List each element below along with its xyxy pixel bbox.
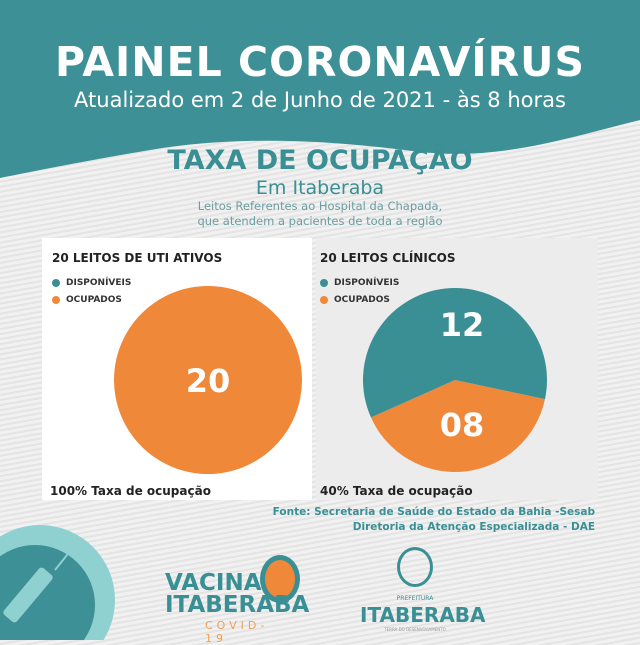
- chart-title: 20 LEITOS DE UTI ATIVOS: [52, 251, 223, 265]
- source-line-2: Diretoria da Atenção Especializada - DAE: [352, 521, 595, 533]
- note-line-2: que atendem a pacientes de toda a região: [197, 214, 443, 228]
- legend-item: DISPONÍVEIS: [320, 278, 399, 288]
- legend-swatch: [52, 296, 60, 304]
- clinicos-panel: 20 LEITOS CLÍNICOS DISPONÍVEIS OCUPADOS …: [316, 238, 598, 500]
- data-label: 12: [440, 306, 485, 344]
- legend-swatch: [320, 296, 328, 304]
- chart-title: 20 LEITOS CLÍNICOS: [320, 251, 456, 265]
- source-line-1: Fonte: Secretaria de Saúde do Estado da …: [272, 506, 595, 518]
- logo-text: COVID-19: [205, 619, 269, 645]
- logo-text: ITABERABA: [165, 592, 310, 618]
- legend-item: OCUPADOS: [320, 295, 390, 305]
- logo-text: TERRA DO DESENVOLVIMENTO: [384, 627, 446, 632]
- logo-badge: [260, 555, 300, 603]
- note-line-1: Leitos Referentes ao Hospital da Chapada…: [197, 199, 443, 213]
- legend-label: DISPONÍVEIS: [66, 278, 132, 288]
- updated-subtitle: Atualizado em 2 de Junho de 2021 - às 8 …: [74, 88, 566, 112]
- page-title: PAINEL CORONAVÍRUS: [55, 38, 585, 86]
- legend-item: DISPONÍVEIS: [52, 278, 131, 288]
- uti-panel: 20 LEITOS DE UTI ATIVOS DISPONÍVEIS OCUP…: [42, 238, 312, 500]
- city-seal: [397, 547, 433, 587]
- syringe-icon: [3, 544, 76, 623]
- chart-footer: 40% Taxa de ocupação: [320, 484, 473, 498]
- legend-swatch: [320, 279, 328, 287]
- chart-footer: 100% Taxa de ocupação: [50, 484, 211, 498]
- legend-swatch: [52, 279, 60, 287]
- data-label: 08: [440, 406, 485, 444]
- legend-label: DISPONÍVEIS: [334, 278, 400, 288]
- data-label: 20: [186, 362, 231, 400]
- legend-item: OCUPADOS: [52, 295, 122, 305]
- logo-text: VACINA: [165, 570, 262, 596]
- pie-slice-ocupados: [114, 286, 302, 474]
- logo-text: PREFEITURA: [396, 595, 434, 602]
- pie-chart-clinicos: 12 08: [363, 288, 547, 472]
- pie-chart-uti: 20: [114, 286, 302, 474]
- section-title: TAXA DE OCUPAÇÃO: [167, 145, 473, 176]
- legend-label: OCUPADOS: [66, 295, 122, 305]
- legend-label: OCUPADOS: [334, 295, 390, 305]
- location: Em Itaberaba: [255, 177, 385, 199]
- logo-text: ITABERABA: [360, 603, 486, 627]
- pie-slice-ocupados: [370, 380, 545, 472]
- pie-slice-disponveis: [363, 288, 547, 418]
